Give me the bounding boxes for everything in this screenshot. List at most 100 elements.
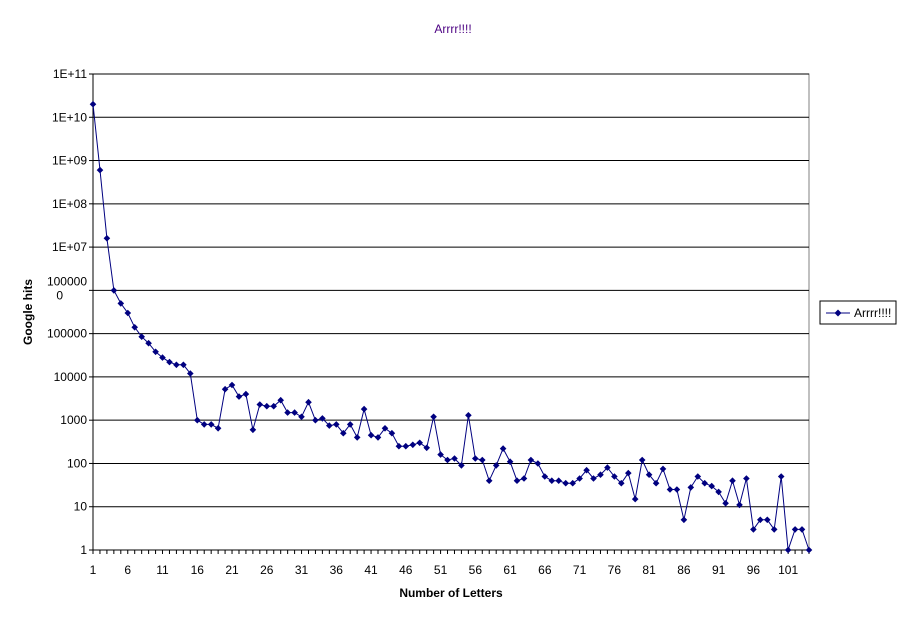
data-point — [96, 166, 104, 174]
data-point — [715, 488, 722, 496]
data-point — [722, 500, 729, 507]
data-point — [395, 442, 403, 450]
grid-lines — [93, 73, 809, 508]
data-point — [374, 434, 382, 441]
y-axis: 1 10 100 1000 10000 100000 100000 0 1E+07 1E+08 1E… — [47, 67, 94, 557]
data-point — [138, 333, 145, 340]
x-tick-label: 56 — [469, 563, 483, 577]
data-point — [180, 361, 187, 369]
data-point — [409, 441, 417, 449]
data-point — [291, 409, 298, 416]
data-point — [305, 398, 312, 406]
legend: Arrrr!!!! — [819, 300, 897, 325]
data-point — [402, 442, 410, 450]
x-tick-label: 91 — [712, 563, 726, 577]
y-tick-label: 100000 0 — [47, 274, 87, 302]
data-point — [479, 456, 486, 464]
data-point — [527, 456, 535, 464]
x-tick-label: 46 — [399, 563, 413, 577]
data-point — [736, 501, 743, 509]
data-point — [569, 479, 576, 487]
data-point — [207, 421, 215, 428]
data-point — [583, 466, 590, 474]
data-point — [235, 393, 243, 400]
x-tick-label: 61 — [503, 563, 517, 577]
x-tick-label: 96 — [747, 563, 761, 577]
data-point — [680, 516, 688, 524]
x-tick-label: 6 — [124, 563, 131, 577]
y-tick-label: 1E+08 — [52, 197, 87, 211]
data-point — [228, 381, 236, 389]
data-point — [131, 324, 138, 331]
data-point — [631, 495, 639, 503]
plot-area — [92, 73, 810, 551]
data-point — [326, 422, 333, 429]
data-point — [367, 431, 375, 439]
data-point — [124, 309, 132, 317]
data-point — [298, 413, 305, 421]
x-tick-label: 51 — [434, 563, 448, 577]
data-point — [701, 479, 708, 487]
data-point — [173, 361, 180, 369]
data-point — [687, 484, 695, 491]
data-point — [576, 475, 583, 482]
data-point — [694, 473, 702, 480]
data-point — [750, 526, 757, 533]
data-point — [743, 475, 750, 482]
data-point — [187, 370, 194, 377]
x-tick-label: 101 — [778, 563, 798, 577]
data-point — [777, 473, 785, 480]
x-tick-label: 41 — [364, 563, 378, 577]
data-point — [200, 421, 208, 428]
data-point — [485, 477, 493, 484]
data-point — [465, 412, 472, 419]
data-point — [708, 482, 715, 490]
data-point — [625, 469, 632, 477]
data-point — [798, 526, 806, 533]
data-point — [346, 421, 354, 428]
data-point — [472, 455, 479, 462]
data-point — [423, 444, 430, 452]
x-tick-label: 21 — [225, 563, 239, 577]
data-point — [214, 425, 222, 432]
data-point — [451, 455, 458, 462]
legend-box — [819, 300, 897, 325]
data-point — [256, 401, 264, 408]
data-point — [117, 300, 125, 307]
x-tick-label: 36 — [330, 563, 344, 577]
x-tick-label: 86 — [677, 563, 691, 577]
data-point — [221, 385, 229, 393]
x-axis: 1 6 11 16 21 26 31 36 41 46 51 56 61 66 71 76 81 86 91 96 10… — [90, 549, 810, 577]
x-tick-label: 76 — [608, 563, 622, 577]
x-tick-label: 16 — [191, 563, 205, 577]
data-point — [611, 473, 618, 480]
data-point — [784, 546, 792, 554]
data-point — [520, 475, 528, 482]
legend-label: Arrrr!!!! — [854, 306, 891, 320]
y-tick-label: 100000 — [47, 327, 87, 341]
y-tick-label: 1000 — [60, 413, 87, 427]
data-point — [458, 462, 465, 469]
y-tick-label: 1E+10 — [52, 110, 87, 124]
data-point — [444, 456, 451, 464]
x-tick-label: 11 — [156, 563, 169, 577]
data-point — [284, 409, 291, 416]
y-tick-label: 10 — [74, 500, 88, 514]
data-point — [263, 402, 271, 410]
data-point — [388, 429, 396, 437]
data-point — [638, 456, 646, 464]
data-point — [89, 100, 97, 108]
data-point — [548, 477, 556, 484]
data-point — [757, 516, 764, 524]
data-point — [312, 416, 319, 424]
data-point — [604, 464, 611, 471]
data-point — [652, 479, 660, 487]
data-point — [506, 458, 514, 465]
y-tick-label: 100 — [67, 456, 87, 470]
data-point — [340, 429, 347, 437]
x-tick-label: 1 — [90, 563, 97, 577]
data-point — [145, 339, 152, 347]
data-point — [597, 471, 604, 478]
data-point — [673, 486, 681, 493]
data-point — [499, 445, 507, 452]
